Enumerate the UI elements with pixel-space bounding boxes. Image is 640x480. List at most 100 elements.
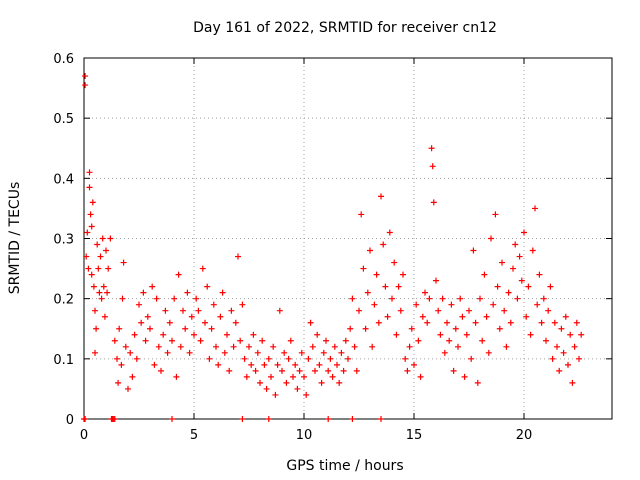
data-point (296, 367, 303, 374)
data-point (380, 241, 387, 248)
data-point (433, 277, 439, 284)
data-point (151, 361, 158, 368)
data-point (371, 301, 378, 308)
data-point (92, 307, 98, 314)
data-point (292, 361, 299, 368)
data-point (213, 343, 219, 350)
data-point (314, 331, 321, 338)
data-point (556, 367, 563, 374)
y-tick-label: 0.6 (53, 52, 74, 67)
data-point (538, 319, 545, 326)
y-tick-label: 0 (66, 413, 74, 428)
data-point (554, 343, 560, 350)
data-point (331, 343, 338, 350)
data-point (191, 331, 197, 338)
data-point (276, 307, 283, 314)
data-point (100, 283, 107, 290)
data-point (230, 343, 237, 350)
data-point (437, 331, 444, 338)
data-point (142, 337, 149, 344)
x-tick-label: 20 (516, 428, 533, 443)
data-point (290, 373, 296, 380)
data-point (400, 271, 406, 278)
data-point (485, 349, 492, 356)
data-point (248, 361, 255, 368)
data-point (129, 373, 136, 380)
data-point (459, 313, 466, 320)
data-point (567, 331, 574, 338)
data-point (490, 301, 497, 308)
data-point (578, 331, 585, 338)
data-point (549, 355, 556, 362)
data-point (86, 169, 93, 176)
data-point (534, 301, 541, 308)
data-point (463, 331, 470, 338)
data-point (138, 319, 145, 326)
data-point (243, 373, 250, 380)
data-point (199, 265, 206, 272)
data-point (298, 349, 305, 356)
data-point (93, 325, 100, 332)
data-point (283, 379, 290, 386)
data-point (104, 289, 111, 296)
data-point (353, 367, 360, 374)
data-point (424, 319, 431, 326)
data-point (507, 319, 514, 326)
data-point (455, 343, 461, 350)
data-point (422, 289, 428, 296)
data-point (444, 319, 450, 326)
data-point (452, 325, 459, 332)
data-point (516, 253, 523, 260)
data-point (235, 253, 241, 260)
data-point (316, 361, 323, 368)
data-point (85, 265, 92, 272)
data-point (384, 313, 391, 320)
axis-ticks (83, 57, 612, 420)
data-point (474, 379, 481, 386)
data-point (263, 385, 270, 392)
data-point (545, 307, 552, 314)
data-point (356, 307, 362, 314)
data-point (345, 355, 351, 362)
data-point (569, 379, 576, 386)
data-point (543, 337, 549, 344)
data-point (285, 355, 292, 362)
data-point (86, 184, 93, 191)
data-point (99, 235, 106, 242)
data-point (378, 416, 384, 422)
data-point (415, 337, 422, 344)
data-point (342, 337, 349, 344)
data-point (226, 367, 233, 374)
data-point (122, 343, 129, 350)
data-point (115, 379, 122, 386)
data-point (125, 385, 131, 392)
data-point (175, 271, 182, 278)
data-point (336, 379, 343, 386)
data-point (529, 247, 536, 254)
data-point (395, 283, 402, 290)
data-point (413, 301, 420, 308)
data-point (494, 283, 501, 290)
data-point (411, 361, 417, 368)
data-point (536, 271, 543, 278)
data-point (206, 355, 213, 362)
data-point (338, 349, 345, 356)
data-point (450, 367, 457, 374)
data-point (281, 349, 288, 356)
data-point (82, 416, 89, 422)
data-point (525, 283, 532, 290)
data-point (417, 373, 424, 380)
data-point (492, 211, 499, 218)
data-point (162, 307, 169, 314)
data-point (208, 325, 215, 332)
data-point (510, 265, 516, 272)
data-point (272, 391, 279, 398)
data-point (215, 361, 222, 368)
data-point (375, 319, 382, 326)
data-point (259, 337, 266, 344)
data-point (309, 343, 316, 350)
data-point (254, 349, 261, 356)
data-point (261, 361, 268, 368)
data-point (369, 343, 376, 350)
